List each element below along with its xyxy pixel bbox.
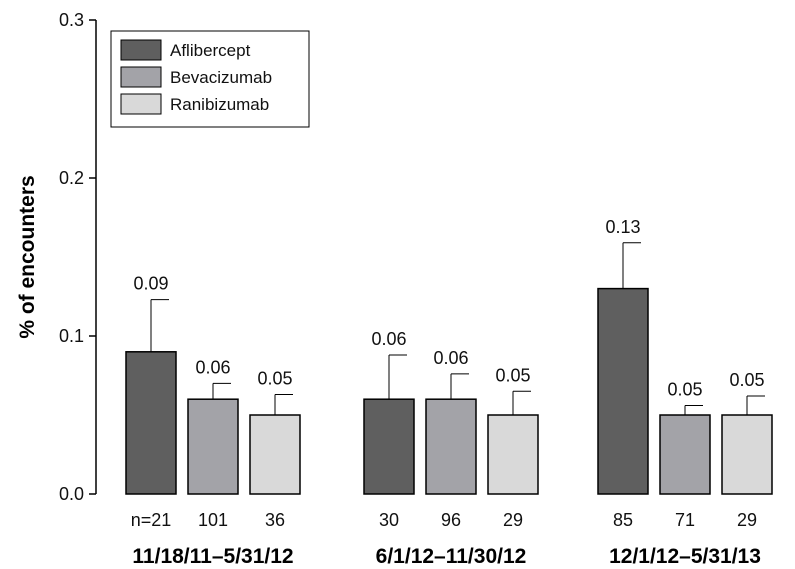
group-label: 12/1/12–5/31/13: [609, 545, 761, 568]
group-label: 11/18/11–5/31/12: [132, 545, 293, 568]
sample-size-label: 71: [675, 510, 695, 530]
bar-ranibizumab: [249, 414, 301, 495]
data-label: 0.06: [371, 329, 406, 349]
bar-aflibercept: [125, 351, 177, 495]
sample-size-label: 85: [613, 510, 633, 530]
bar-aflibercept: [363, 398, 415, 495]
labels: 0.09 n=21 0.06 101 0.05 36 11/18/11–5/31/12 0.0…: [131, 217, 765, 568]
sample-size-label: 36: [265, 510, 285, 530]
bars: [125, 242, 773, 495]
legend-swatch: [120, 93, 162, 115]
sample-size-label: 96: [441, 510, 461, 530]
sample-size-label: 29: [503, 510, 523, 530]
sample-size-label: 101: [198, 510, 228, 530]
data-label: 0.13: [605, 217, 640, 237]
y-tick-label: 0.3: [59, 10, 84, 30]
y-tick-label: 0.0: [59, 484, 84, 504]
bar-ranibizumab: [721, 414, 773, 495]
data-label: 0.05: [729, 370, 764, 390]
axes: 0.0 0.1 0.2 0.3: [59, 10, 97, 504]
legend-label: Ranibizumab: [170, 95, 269, 114]
y-tick-label: 0.1: [59, 326, 84, 346]
legend-label: Aflibercept: [170, 41, 251, 60]
sample-size-label: n=21: [131, 510, 172, 530]
bar-aflibercept: [597, 287, 649, 495]
legend-label: Bevacizumab: [170, 68, 272, 87]
bar-bevacizumab: [187, 398, 239, 495]
bar-ranibizumab: [487, 414, 539, 495]
legend-swatch: [120, 66, 162, 88]
legend: Aflibercept Bevacizumab Ranibizumab: [110, 30, 310, 128]
bar-bevacizumab: [659, 414, 711, 495]
data-label: 0.05: [257, 368, 292, 388]
bar-bevacizumab: [425, 398, 477, 495]
y-axis-label: % of encounters: [16, 175, 39, 338]
sample-size-label: 30: [379, 510, 399, 530]
data-label: 0.06: [433, 348, 468, 368]
data-label: 0.05: [495, 365, 530, 385]
data-label: 0.09: [133, 274, 168, 294]
legend-swatch: [120, 39, 162, 61]
sample-size-label: 29: [737, 510, 757, 530]
group-label: 6/1/12–11/30/12: [376, 545, 527, 568]
y-tick-label: 0.2: [59, 168, 84, 188]
data-label: 0.05: [667, 380, 702, 400]
data-label: 0.06: [195, 357, 230, 377]
